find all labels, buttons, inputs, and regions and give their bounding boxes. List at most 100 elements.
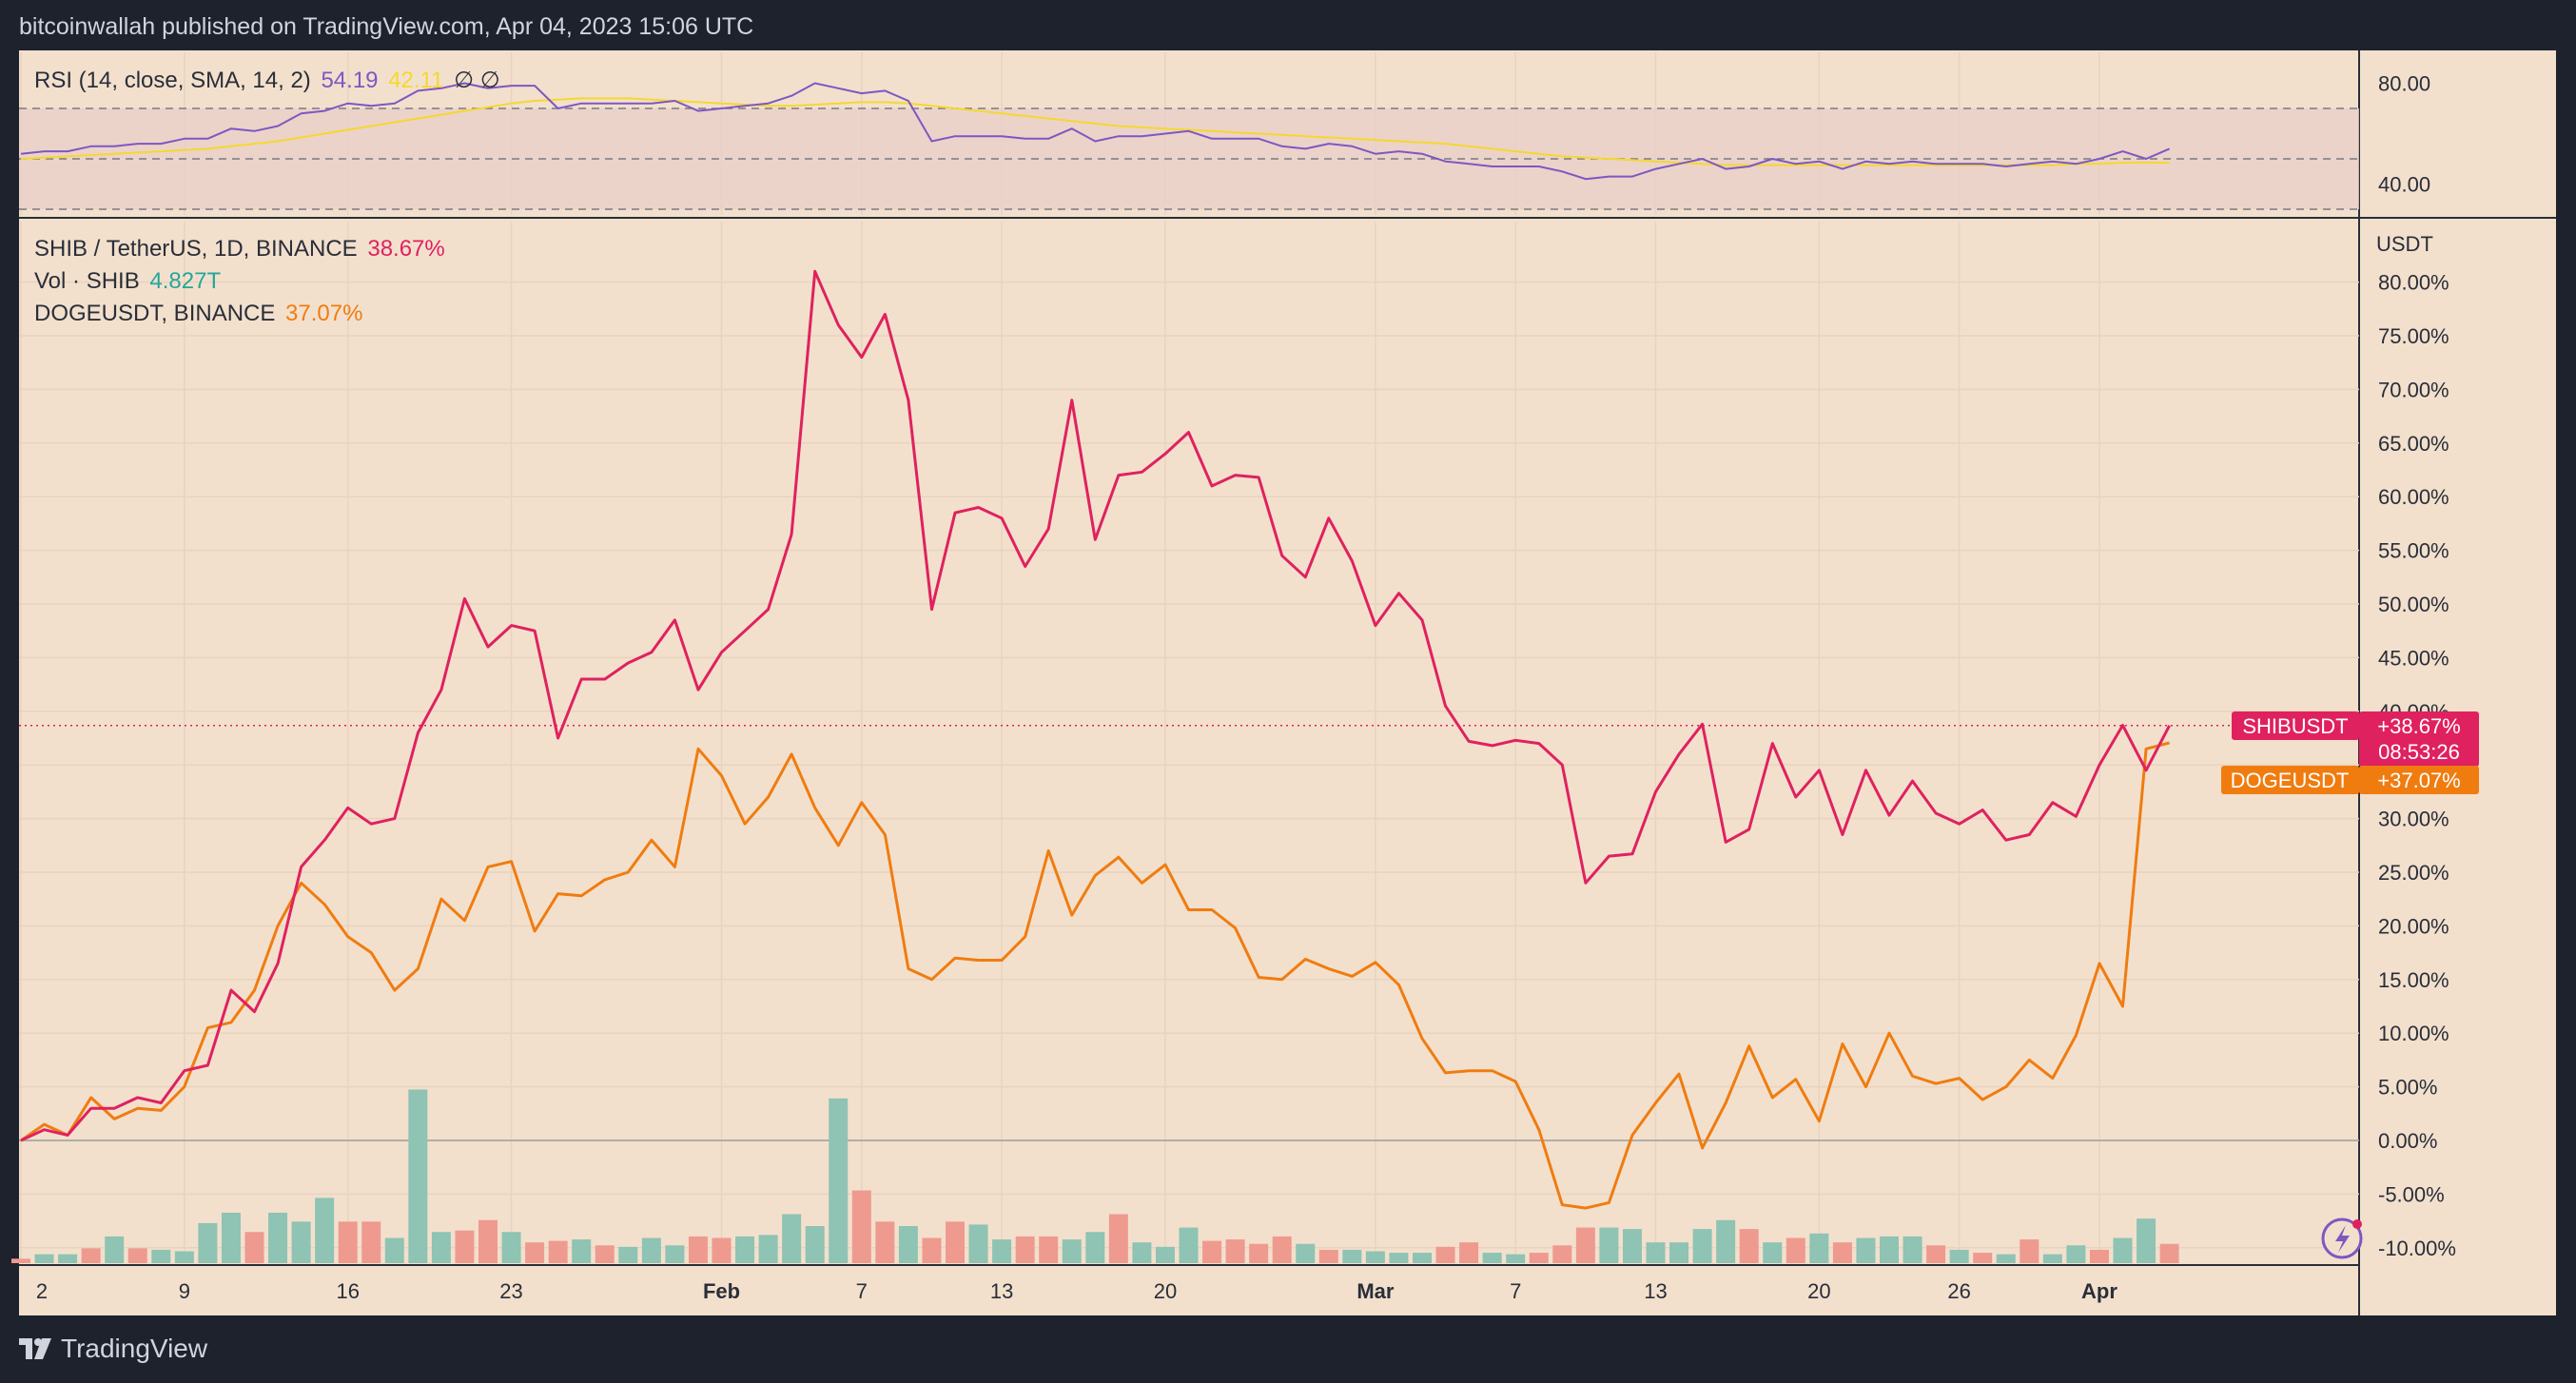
y-tick-label: 80.00%	[2378, 271, 2449, 295]
volume-bar	[572, 1239, 592, 1263]
volume-bar	[2020, 1239, 2039, 1263]
doge-badge-value: +37.07%	[2377, 769, 2460, 792]
volume-bar	[1716, 1219, 1736, 1263]
volume-bar	[1763, 1242, 1783, 1263]
volume-bar	[946, 1221, 965, 1263]
volume-bar	[2159, 1243, 2179, 1263]
shib-legend[interactable]: SHIB / TetherUS, 1D, BINANCE 38.67%	[34, 236, 449, 263]
volume-legend[interactable]: Vol · SHIB 4.827T	[34, 268, 224, 295]
volume-bar	[1926, 1245, 1946, 1263]
volume-bar	[1249, 1243, 1269, 1263]
shib-line[interactable]	[20, 269, 2171, 1142]
x-tick-label: 20	[1807, 1279, 1830, 1303]
x-tick-label: 13	[990, 1279, 1013, 1303]
volume-bar	[431, 1232, 451, 1263]
shib-price-badge: SHIBUSDT +38.67% 08:53:26	[2232, 711, 2479, 767]
shib-badge-name: SHIBUSDT	[2242, 714, 2348, 738]
volume-bar	[221, 1212, 241, 1263]
volume-bar	[992, 1239, 1012, 1263]
doge-legend-label: DOGEUSDT, BINANCE	[34, 301, 276, 326]
volume-bar	[1272, 1236, 1292, 1263]
volume-bar	[1552, 1245, 1572, 1263]
y-tick-label: 75.00%	[2378, 324, 2449, 348]
volume-bar	[1786, 1237, 1805, 1263]
x-tick-label: Apr	[2081, 1279, 2117, 1303]
volume-bar	[1435, 1246, 1455, 1263]
x-tick-label: 7	[1510, 1279, 1521, 1303]
volume-bar	[361, 1221, 381, 1263]
y-tick-label: 55.00%	[2378, 539, 2449, 563]
volume-bar	[782, 1214, 802, 1263]
x-tick-label: Mar	[1356, 1279, 1395, 1303]
volume-bar	[2113, 1237, 2133, 1263]
volume-bar	[455, 1230, 475, 1263]
doge-legend-value: 37.07%	[285, 301, 363, 326]
volume-bar	[244, 1232, 264, 1263]
x-tick-label: 23	[499, 1279, 522, 1303]
volume-bar	[1482, 1253, 1502, 1263]
volume-bar	[58, 1254, 78, 1263]
rsi-legend-label: RSI (14, close, SMA, 14, 2)	[34, 68, 311, 93]
volume-bar	[525, 1242, 545, 1263]
rsi-y-tick-label: 40.00	[2378, 173, 2430, 197]
volume-bar	[1365, 1251, 1385, 1263]
volume-bar	[2042, 1254, 2062, 1263]
x-tick-label: 26	[1947, 1279, 1970, 1303]
volume-bar	[1880, 1236, 1899, 1263]
volume-bar	[1342, 1249, 1362, 1263]
volume-bar	[1296, 1243, 1316, 1263]
volume-bar	[548, 1240, 568, 1263]
x-tick-label: 7	[856, 1279, 868, 1303]
shib-badge-value: +38.67%	[2377, 714, 2460, 738]
volume-bar	[875, 1221, 895, 1263]
shib-badge-countdown: 08:53:26	[2378, 740, 2460, 764]
volume-bar	[268, 1212, 288, 1263]
volume-bar	[1529, 1253, 1549, 1263]
y-tick-label: 0.00%	[2378, 1129, 2437, 1153]
lightning-icon[interactable]	[2321, 1217, 2363, 1259]
volume-bar	[1622, 1229, 1642, 1263]
volume-bar	[688, 1236, 708, 1263]
volume-bar	[2066, 1245, 2086, 1263]
volume-bar	[408, 1089, 428, 1263]
y-tick-label: 15.00%	[2378, 968, 2449, 992]
volume-bar	[1132, 1242, 1152, 1263]
y-tick-label: 45.00%	[2378, 646, 2449, 670]
volume-bar	[1739, 1229, 1759, 1263]
volume-bar	[384, 1237, 404, 1263]
rsi-legend-value: 54.19	[321, 68, 379, 93]
y-tick-label: 30.00%	[2378, 808, 2449, 831]
rsi-line[interactable]	[20, 82, 2170, 181]
volume-bar	[1389, 1253, 1409, 1263]
footer-brand[interactable]: TradingView	[19, 1334, 207, 1364]
volume-bar	[1949, 1249, 1969, 1263]
x-tick-label: 20	[1154, 1279, 1177, 1303]
volume-bar	[1973, 1253, 1993, 1263]
doge-line[interactable]	[20, 741, 2170, 1210]
volume-bar	[1996, 1254, 2016, 1263]
volume-bar	[198, 1222, 218, 1263]
footer-brand-label: TradingView	[61, 1334, 208, 1363]
volume-bar	[1669, 1242, 1689, 1263]
volume-bar	[1108, 1214, 1128, 1263]
volume-bar	[2137, 1218, 2156, 1263]
volume-bar	[105, 1236, 125, 1263]
volume-bar	[898, 1226, 918, 1263]
x-tick-label: 9	[179, 1279, 190, 1303]
volume-bar	[851, 1190, 871, 1263]
rsi-legend-sma-value: 42.11	[388, 68, 444, 93]
volume-bar	[1318, 1249, 1338, 1263]
volume-bar	[829, 1098, 849, 1263]
doge-legend[interactable]: DOGEUSDT, BINANCE 37.07%	[34, 301, 366, 327]
volume-bar	[478, 1219, 498, 1263]
volume-bar	[151, 1249, 171, 1263]
x-tick-label: 13	[1644, 1279, 1667, 1303]
shib-legend-value: 38.67%	[367, 236, 445, 262]
tradingview-logo-icon	[19, 1338, 51, 1359]
volume-bar	[1413, 1253, 1432, 1263]
volume-bar	[1599, 1227, 1619, 1263]
y-tick-label: 70.00%	[2378, 378, 2449, 401]
rsi-sma-line[interactable]	[20, 97, 2170, 166]
volume-bar	[1015, 1236, 1035, 1263]
volume-bar	[665, 1245, 685, 1263]
